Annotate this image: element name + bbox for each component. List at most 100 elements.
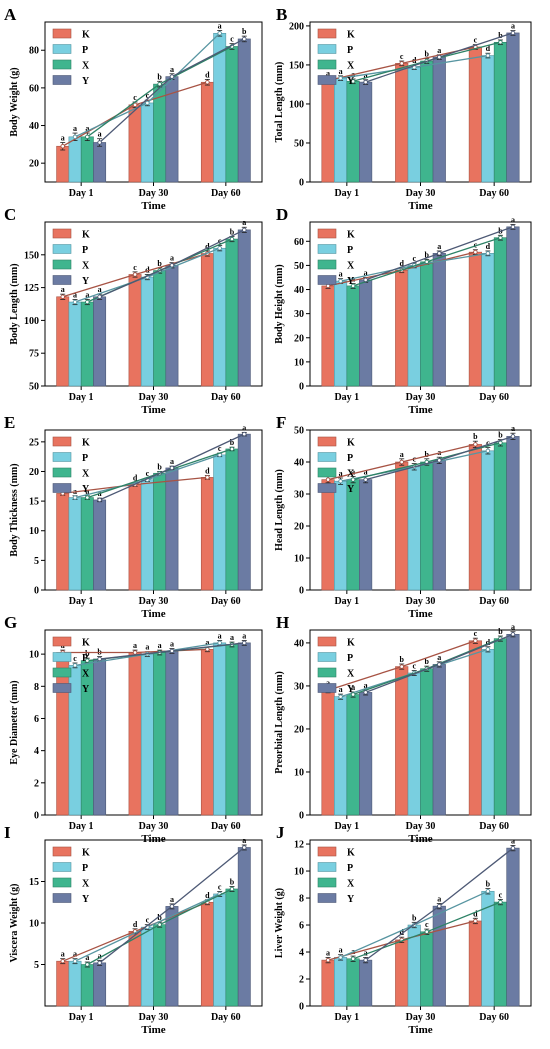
significance-letter: a (170, 895, 174, 904)
bar-p (481, 55, 495, 183)
trend-point (437, 251, 442, 256)
legend-swatch-x (317, 259, 337, 270)
trend-point (242, 640, 247, 646)
bar-p (407, 466, 421, 591)
y-tick-label: 8 (299, 894, 304, 905)
significance-letter: a (364, 71, 368, 80)
bar-p (481, 649, 495, 816)
legend-swatch-k (52, 846, 72, 857)
bar-x (420, 461, 434, 591)
bar-y (432, 460, 446, 591)
bar-p (140, 653, 154, 816)
legend-label: K (82, 438, 90, 449)
significance-letter: a (98, 951, 102, 960)
x-axis-label: Time (141, 200, 165, 212)
legend-swatch-y (317, 275, 337, 285)
legend-swatch-y (52, 893, 72, 903)
trend-point (97, 960, 102, 966)
legend-swatch-y (317, 75, 337, 85)
x-tick-label: Day 60 (211, 392, 241, 403)
trend-point (473, 442, 478, 447)
significance-letter: b (473, 432, 478, 441)
significance-letter: d (486, 242, 491, 251)
legend-label: K (347, 30, 355, 41)
trend-point (338, 955, 343, 960)
x-tick-label: Day 60 (479, 188, 509, 199)
trend-point (473, 249, 478, 255)
significance-letter: a (351, 683, 355, 692)
legend-label: Y (82, 684, 90, 695)
trend-point (169, 648, 175, 654)
legend-swatch-k (52, 228, 72, 239)
trend-point (363, 957, 368, 963)
significance-letter: a (364, 681, 368, 690)
panel-letter: F (276, 413, 286, 432)
legend-label: P (82, 45, 88, 56)
y-tick-label: 40 (294, 285, 304, 296)
y-axis-label: Body Thickness (mm) (9, 463, 20, 556)
significance-letter: a (437, 894, 441, 903)
bar-y (359, 279, 373, 387)
bar-k (395, 939, 409, 1007)
significance-letter: a (511, 22, 515, 31)
y-tick-label: 5 (34, 556, 39, 567)
significance-letter: a (242, 218, 246, 227)
x-axis-label: Time (141, 608, 165, 620)
trend-point (229, 446, 235, 452)
significance-letter: a (339, 469, 343, 478)
trend-point (242, 845, 247, 850)
bar-k (321, 959, 335, 1007)
bar-k (56, 960, 70, 1007)
x-tick-label: Day 1 (69, 188, 94, 199)
significance-letter: d (205, 70, 210, 79)
x-axis-label: Time (408, 1024, 432, 1036)
significance-letter: a (400, 450, 404, 459)
significance-letter: a (339, 270, 343, 279)
y-tick-label: 0 (34, 586, 39, 597)
y-tick-label: 6 (299, 921, 304, 932)
trend-point (350, 956, 356, 962)
legend-label: Y (82, 76, 90, 87)
significance-letter: b (399, 655, 404, 664)
trend-point (169, 263, 175, 268)
legend-swatch-x (317, 59, 337, 70)
trend-point (217, 31, 222, 36)
legend-swatch-k (52, 636, 72, 647)
bar-k (128, 274, 142, 387)
significance-letter: d (133, 474, 138, 483)
y-tick-label: 125 (24, 283, 39, 294)
significance-letter: a (242, 631, 246, 640)
significance-letter: a (73, 124, 77, 133)
y-tick-label: 80 (29, 46, 39, 57)
significance-letter: b (85, 649, 90, 658)
bar-p (140, 102, 154, 183)
x-tick-label: Day 1 (334, 821, 359, 832)
x-axis-label: Time (408, 200, 432, 212)
y-tick-label: 2 (299, 975, 304, 986)
x-tick-label: Day 1 (69, 821, 94, 832)
bar-x (225, 448, 239, 591)
trend-point (169, 74, 175, 79)
panel-letter: C (4, 205, 16, 224)
bar-p (407, 672, 421, 816)
panel-F: F 0 10 20 30 40 50 Head Length (mm) Day 1 Day 30 D… (274, 413, 532, 620)
bar-p (68, 301, 82, 387)
trend-point (242, 227, 247, 233)
legend-label: P (347, 653, 353, 664)
legend-label: P (82, 245, 88, 256)
significance-letter: b (498, 31, 503, 40)
trend-point (498, 235, 503, 240)
panel-letter: G (4, 613, 17, 632)
legend-swatch-p (52, 652, 72, 662)
bar-x (153, 924, 167, 1007)
significance-letter: b (425, 450, 430, 459)
bar-x (420, 931, 434, 1007)
significance-letter: c (218, 444, 222, 453)
bar-y (359, 959, 373, 1007)
legend-label: K (82, 30, 90, 41)
y-tick-label: 12 (294, 840, 304, 851)
legend-swatch-p (317, 452, 337, 462)
legend-swatch-p (52, 452, 72, 462)
significance-letter: c (230, 35, 234, 44)
